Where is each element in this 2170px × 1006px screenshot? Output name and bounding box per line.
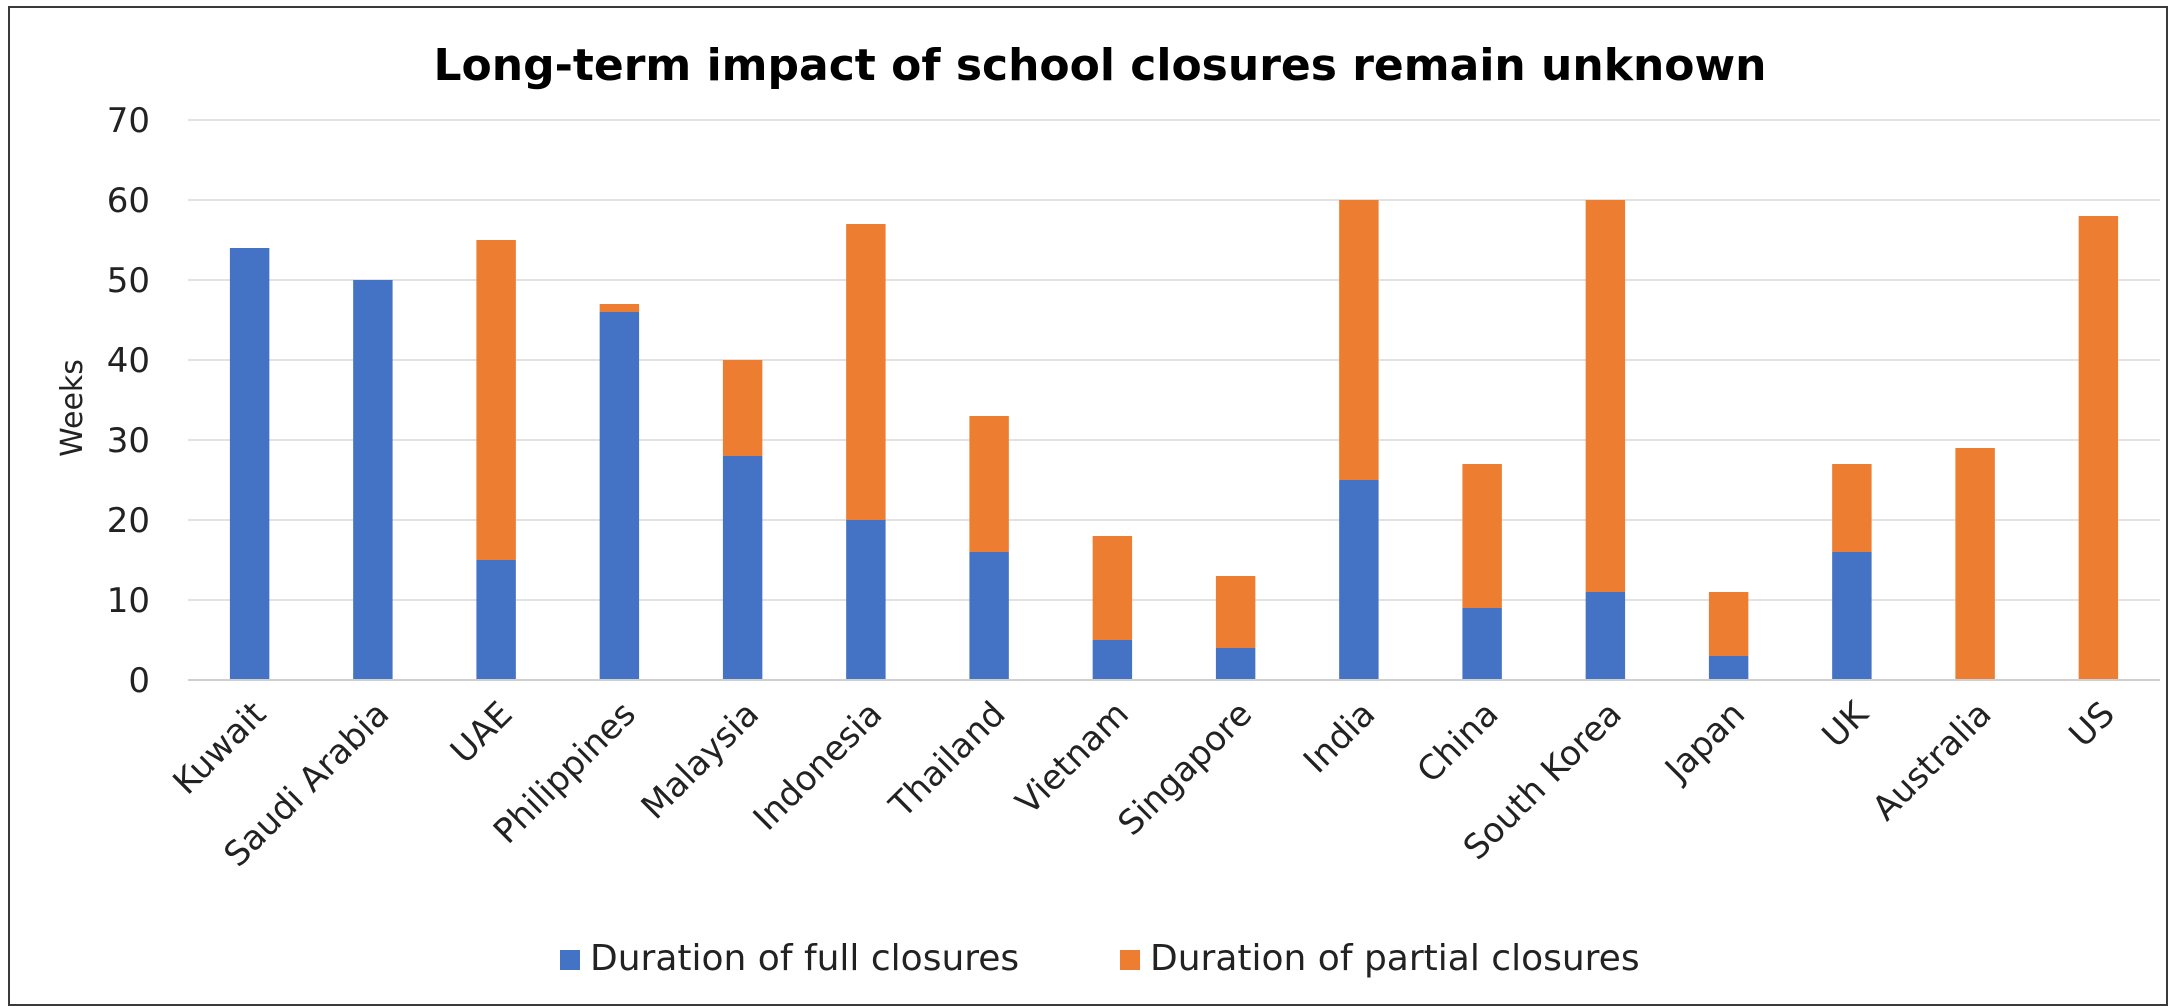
legend-label-full: Duration of full closures	[590, 938, 1019, 979]
bar-full-saudi-arabia	[353, 280, 393, 680]
bar-full-south-korea	[1585, 592, 1626, 680]
bar-partial-uk	[1832, 464, 1872, 552]
legend-label-partial: Duration of partial closures	[1150, 938, 1640, 979]
x-tick-label: Malaysia	[634, 694, 767, 827]
bar-partial-vietnam	[1092, 536, 1133, 640]
y-tick-label: 60	[107, 181, 150, 221]
y-axis-label: Weeks	[55, 359, 90, 457]
x-tick-label: China	[1410, 694, 1507, 791]
y-tick-label: 50	[107, 261, 150, 301]
stacked-bar-chart: Long-term impact of school closures rema…	[55, 40, 2160, 979]
bar-partial-australia	[1955, 448, 1995, 680]
bar-full-singapore	[1215, 648, 1256, 680]
legend: Duration of full closures Duration of pa…	[560, 938, 1640, 979]
x-tick-label: UK	[1815, 693, 1878, 756]
bar-full-vietnam	[1092, 640, 1133, 680]
bar-full-thailand	[969, 552, 1009, 680]
bar-partial-uae	[476, 240, 516, 560]
bar-full-philippines	[599, 312, 640, 680]
bar-partial-south-korea	[1585, 200, 1626, 592]
bar-partial-us	[2078, 216, 2119, 680]
bar-partial-philippines	[599, 304, 640, 312]
bar-partial-japan	[1708, 592, 1749, 656]
bar-full-japan	[1708, 656, 1749, 680]
y-axis-ticks: 0 10 20 30 40 50 60 70	[107, 101, 150, 701]
x-tick-label: UAE	[443, 694, 521, 772]
x-tick-label: Kuwait	[165, 694, 274, 803]
y-tick-label: 70	[107, 101, 150, 141]
bar-partial-thailand	[969, 416, 1009, 552]
y-tick-label: 30	[107, 421, 150, 461]
bar-full-india	[1339, 480, 1379, 680]
x-tick-label: Japan	[1656, 694, 1753, 791]
bar-partial-singapore	[1215, 576, 1256, 648]
bar-partial-china	[1462, 464, 1502, 608]
x-tick-label: India	[1296, 694, 1383, 781]
x-tick-label: US	[2062, 694, 2123, 755]
y-tick-label: 0	[128, 661, 150, 701]
x-tick-label: Vietnam	[1008, 694, 1136, 822]
bar-partial-malaysia	[722, 360, 763, 456]
bar-full-uae	[476, 560, 516, 680]
legend-swatch-full	[560, 950, 580, 970]
chart-frame: Long-term impact of school closures rema…	[8, 6, 2168, 1006]
bar-full-malaysia	[722, 456, 763, 680]
gridlines	[188, 119, 2160, 601]
bar-full-uk	[1832, 552, 1872, 680]
bar-full-indonesia	[846, 520, 886, 680]
bar-full-kuwait	[229, 248, 270, 680]
x-tick-label: Indonesia	[746, 694, 891, 839]
y-tick-label: 20	[107, 501, 150, 541]
legend-swatch-partial	[1120, 950, 1140, 970]
y-tick-label: 40	[107, 341, 150, 381]
bar-full-china	[1462, 608, 1502, 680]
bars	[229, 200, 2119, 680]
bar-partial-india	[1339, 200, 1379, 480]
y-tick-label: 10	[107, 581, 150, 621]
x-tick-label: Singapore	[1110, 694, 1260, 844]
chart-title: Long-term impact of school closures rema…	[434, 40, 1767, 91]
x-tick-label: Australia	[1865, 694, 2000, 829]
x-tick-label: Thailand	[881, 694, 1013, 826]
bar-partial-indonesia	[846, 224, 886, 520]
